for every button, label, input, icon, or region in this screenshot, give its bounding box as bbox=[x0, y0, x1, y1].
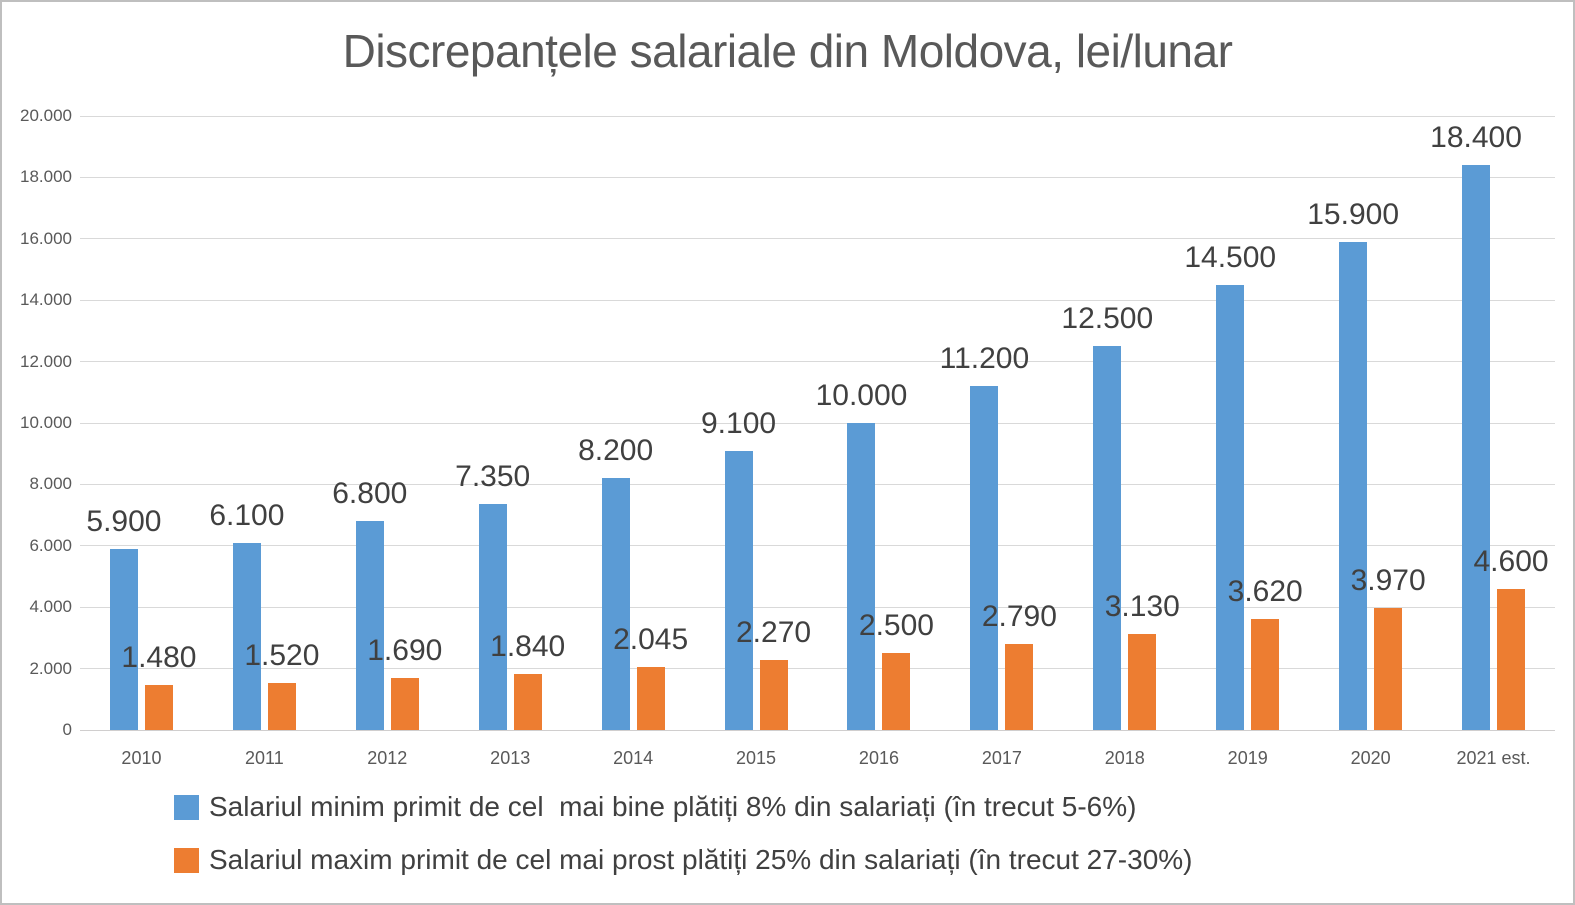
gridline-20.000 bbox=[80, 115, 1555, 117]
bar-salariul-minim-2010 bbox=[109, 548, 138, 730]
bar-salariul-maxim-2013 bbox=[513, 673, 542, 730]
gridline-14.000 bbox=[80, 299, 1555, 301]
gridline-8.000 bbox=[80, 483, 1555, 485]
bar-value-label: 1.480 bbox=[121, 640, 197, 674]
legend-swatch-blue bbox=[174, 794, 199, 820]
bar-salariul-minim-2018 bbox=[1093, 346, 1122, 730]
bar-value-label: 1.840 bbox=[490, 629, 566, 663]
gridline-2.000 bbox=[80, 668, 1555, 670]
bar-salariul-minim-2013 bbox=[478, 504, 507, 730]
bar-value-label: 6.800 bbox=[332, 477, 408, 511]
y-tick-label: 4.000 bbox=[29, 597, 72, 617]
bar-value-label: 3.620 bbox=[1227, 574, 1303, 608]
x-tick-label: 2016 bbox=[858, 748, 899, 768]
y-tick-label: 0 bbox=[62, 720, 72, 739]
y-tick-label: 20.000 bbox=[20, 106, 72, 125]
legend-item-salariul-minim: Salariul minim primit de cel mai bine pl… bbox=[174, 791, 1193, 823]
bar-value-label: 3.130 bbox=[1104, 589, 1180, 623]
bar-salariul-maxim-2020 bbox=[1374, 608, 1403, 730]
legend: Salariul minim primit de cel mai bine pl… bbox=[174, 791, 1193, 897]
y-tick-label: 10.000 bbox=[20, 413, 72, 432]
bar-value-label: 12.500 bbox=[1061, 302, 1154, 336]
bar-salariul-minim-2015 bbox=[724, 450, 753, 730]
bar-salariul-minim-2012 bbox=[355, 521, 384, 730]
y-axis: 0 2.000 4.000 6.000 8.000 10.000 12.000 14.000 1… bbox=[2, 106, 72, 739]
bar-value-label: 8.200 bbox=[578, 434, 654, 468]
bar-salariul-minim-2017 bbox=[970, 386, 999, 730]
bar-value-label: 1.520 bbox=[244, 639, 320, 673]
bar-value-label: 15.900 bbox=[1307, 197, 1400, 231]
bar-salariul-maxim-2014 bbox=[636, 667, 665, 730]
bar-value-label: 5.900 bbox=[86, 504, 162, 538]
x-tick-label: 2013 bbox=[490, 748, 531, 768]
bar-salariul-maxim-2015 bbox=[759, 660, 788, 730]
bar-value-label: 2.790 bbox=[981, 600, 1057, 634]
x-tick-label: 2010 bbox=[121, 748, 162, 768]
bar-value-label: 2.270 bbox=[735, 616, 812, 650]
gridline-0 bbox=[80, 729, 1555, 731]
bar-salariul-minim-2016 bbox=[847, 423, 876, 730]
bar-salariul-maxim-2016 bbox=[882, 653, 911, 730]
bar-value-label: 7.350 bbox=[455, 460, 531, 494]
bar-salariul-maxim-2019 bbox=[1251, 618, 1280, 730]
gridline-16.000 bbox=[80, 238, 1555, 240]
gridline-12.000 bbox=[80, 361, 1555, 363]
legend-item-salariul-maxim: Salariul maxim primit de cel mai prost p… bbox=[174, 844, 1193, 876]
bar-salariul-minim-2011 bbox=[232, 542, 261, 730]
legend-label-salariul-minim: Salariul minim primit de cel mai bine pl… bbox=[209, 791, 1137, 822]
bar-value-label: 6.100 bbox=[209, 498, 285, 532]
x-tick-label: 2015 bbox=[736, 748, 777, 768]
x-tick-label: 2017 bbox=[981, 748, 1022, 768]
gridline-6.000 bbox=[80, 545, 1555, 547]
bar-salariul-maxim-2018 bbox=[1128, 633, 1157, 730]
y-tick-label: 6.000 bbox=[29, 535, 72, 555]
x-tick-label: 2021 est. bbox=[1456, 748, 1531, 768]
bar-value-label: 9.100 bbox=[700, 406, 777, 440]
y-tick-label: 14.000 bbox=[20, 290, 72, 310]
bar-salariul-maxim-2010 bbox=[144, 684, 173, 730]
bar-value-label: 4.600 bbox=[1473, 544, 1549, 578]
bar-value-label: 1.690 bbox=[367, 634, 443, 668]
bar-value-label: 2.500 bbox=[858, 609, 934, 643]
y-tick-label: 18.000 bbox=[20, 167, 72, 187]
x-tick-label: 2019 bbox=[1227, 748, 1268, 768]
bar-salariul-maxim-2017 bbox=[1005, 644, 1034, 730]
chart-title: Discrepanțele salariale din Moldova, lei… bbox=[342, 25, 1233, 77]
y-tick-label: 16.000 bbox=[20, 228, 72, 248]
bar-salariul-maxim-2011 bbox=[267, 683, 296, 730]
bar-salariul-minim-2021 est. bbox=[1462, 165, 1491, 730]
bar-salariul-minim-2014 bbox=[601, 478, 630, 730]
gridline-10.000 bbox=[80, 422, 1555, 424]
x-tick-label: 2011 bbox=[245, 748, 284, 768]
bar-value-label: 10.000 bbox=[815, 379, 908, 412]
x-tick-label: 2014 bbox=[613, 748, 654, 768]
y-tick-label: 8.000 bbox=[29, 474, 72, 494]
bar-value-label: 11.200 bbox=[939, 342, 1030, 376]
x-tick-label: 2018 bbox=[1104, 748, 1145, 768]
bar-salariul-maxim-2012 bbox=[390, 678, 419, 730]
y-tick-label: 12.000 bbox=[20, 351, 72, 371]
bar-value-label: 18.400 bbox=[1430, 121, 1522, 155]
x-tick-label: 2020 bbox=[1350, 748, 1391, 768]
bar-salariul-maxim-2021 est. bbox=[1497, 588, 1526, 730]
legend-swatch-orange bbox=[174, 847, 199, 873]
bar-value-label: 14.500 bbox=[1184, 240, 1277, 274]
bar-value-label: 3.970 bbox=[1350, 564, 1426, 598]
plot-area: 5.900 1.480 2010 6.100 1.520 2011 6.800 1.690 20… bbox=[80, 115, 1555, 768]
bar-salariul-minim-2020 bbox=[1339, 241, 1368, 730]
gridline-18.000 bbox=[80, 176, 1555, 178]
gridline-4.000 bbox=[80, 606, 1555, 608]
legend-label-salariul-maxim: Salariul maxim primit de cel mai prost p… bbox=[209, 844, 1193, 875]
y-tick-label: 2.000 bbox=[29, 658, 72, 678]
bar-salariul-minim-2019 bbox=[1216, 284, 1245, 730]
x-tick-label: 2012 bbox=[367, 748, 408, 768]
bar-value-label: 2.045 bbox=[613, 623, 689, 657]
